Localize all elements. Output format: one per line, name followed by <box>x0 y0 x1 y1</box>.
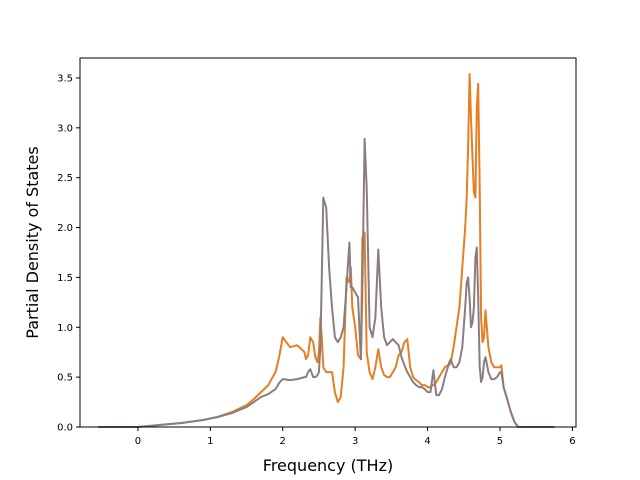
y-tick-label: 3.0 <box>57 123 73 134</box>
x-tick-label: 3 <box>352 436 358 447</box>
y-axis: 0.0 0.5 1.0 1.5 2.0 2.5 3.0 3.5 <box>57 73 80 434</box>
plot-frame <box>79 57 577 428</box>
y-tick-label: 2.0 <box>57 223 73 234</box>
x-tick-label: 4 <box>424 436 430 447</box>
x-axis-label: Frequency (THz) <box>263 456 393 475</box>
y-tick-label: 0.0 <box>57 423 73 434</box>
x-tick-label: 6 <box>569 436 575 447</box>
x-axis: 0 1 2 3 4 5 6 <box>135 427 576 447</box>
y-tick-label: 1.0 <box>57 323 73 334</box>
series-line-1 <box>98 73 555 428</box>
y-axis-label: Partial Density of States <box>23 146 42 338</box>
x-tick-label: 0 <box>135 436 141 447</box>
series-line-2 <box>98 137 555 428</box>
series-layer <box>98 73 555 428</box>
x-tick-label: 1 <box>207 436 213 447</box>
x-tick-label: 5 <box>497 436 503 447</box>
y-tick-label: 1.5 <box>57 273 73 284</box>
y-tick-label: 0.5 <box>57 373 73 384</box>
y-tick-label: 2.5 <box>57 173 73 184</box>
y-tick-label: 3.5 <box>57 73 73 84</box>
x-tick-label: 2 <box>280 436 286 447</box>
